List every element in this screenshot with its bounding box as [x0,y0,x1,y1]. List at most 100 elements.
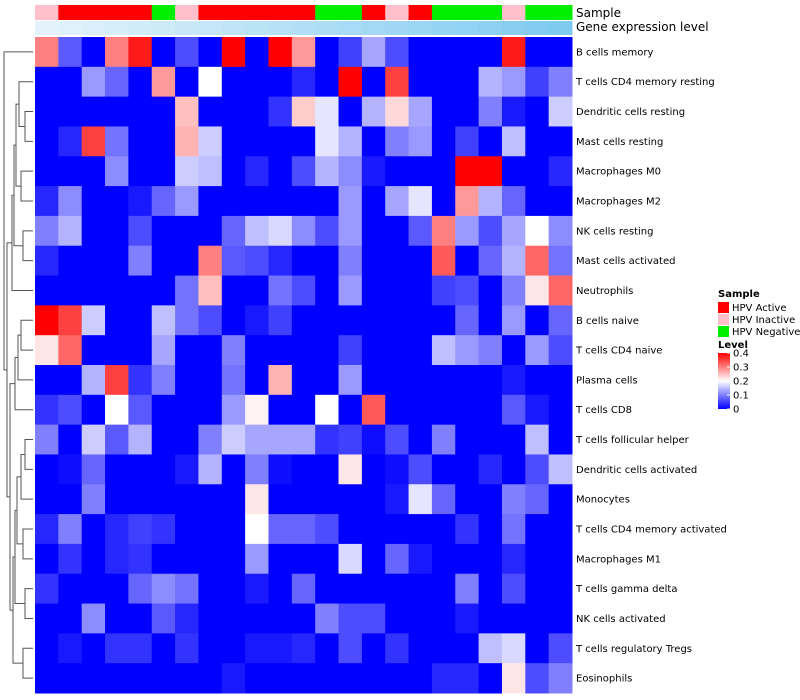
heatmap-cell [525,365,550,396]
row-label: T cells regulatory Tregs [575,644,692,655]
heatmap-cell [431,335,456,366]
heatmap-cell [105,215,129,247]
heatmap-cell [128,663,153,694]
heatmap-cell [361,633,386,664]
heatmap-cell [408,424,433,455]
heatmap-cell [501,66,526,98]
heatmap-cell [385,305,410,336]
heatmap-cell [198,96,223,127]
heatmap-cell [105,365,129,396]
heatmap-cell [478,603,503,634]
heatmap-cell [221,37,246,68]
heatmap-cell [81,573,106,605]
heatmap-cell [431,275,456,306]
heatmap-cell [385,663,410,694]
expression-annotation-cell [221,21,246,35]
heatmap-cell [175,126,199,157]
heatmap-cell [268,454,293,485]
heatmap-cell [245,484,269,515]
sample-annotation-cell [385,5,410,20]
heatmap-cell [361,126,386,157]
row-label: Eosinophils [576,674,632,685]
heatmap-cell [81,514,106,545]
heatmap-cell [408,96,433,127]
heatmap-cell [315,305,340,336]
row-label: B cells naive [576,316,639,327]
heatmap-cell [175,484,199,515]
heatmap-cell [58,394,83,426]
heatmap-cell [151,633,176,664]
heatmap-cell [105,633,129,664]
heatmap-cell [338,573,363,605]
heatmap-cell [175,365,199,396]
heatmap-cell [315,96,340,127]
heatmap-cell [58,156,83,187]
heatmap-cell [198,275,223,306]
heatmap-cell [198,156,223,187]
heatmap-cell [291,454,316,485]
heatmap-cell [198,126,223,157]
heatmap-cell [478,275,503,306]
heatmap-cell [221,245,246,277]
heatmap-cell [198,215,223,247]
expression-annotation-cell [268,21,293,35]
heatmap-cell [291,543,316,575]
heatmap-cell [175,245,199,277]
heatmap-cell [338,394,363,426]
heatmap-cell [198,543,223,575]
heatmap-cell [548,335,573,366]
legend-level-tick-label: 0.1 [733,391,749,402]
heatmap-cell [315,365,340,396]
heatmap-cell [385,484,410,515]
heatmap-cell [58,663,83,694]
heatmap-cell [431,663,456,694]
heatmap-cell [315,603,340,634]
heatmap-cell [35,305,59,336]
heatmap-cell [268,126,293,157]
heatmap-cell [361,603,386,634]
heatmap-cell [408,126,433,157]
heatmap-cell [268,37,293,68]
sample-annotation-cell [268,5,293,20]
heatmap-cell [105,156,129,187]
heatmap-cell [431,514,456,545]
heatmap-cell [431,543,456,575]
heatmap-cell [35,484,59,515]
heatmap-cell [198,37,223,68]
heatmap-cell [35,96,59,127]
heatmap-cell [35,543,59,575]
heatmap-cell [361,66,386,98]
legend-level-tick-label: 0.2 [733,377,749,388]
heatmap-cell [315,454,340,485]
heatmap-cell [455,156,480,187]
heatmap-cell [548,633,573,664]
heatmap-cell [245,543,269,575]
heatmap-cell [501,126,526,157]
heatmap-cell [361,424,386,455]
heatmap-cell [361,245,386,277]
heatmap-cell [431,573,456,605]
heatmap-cell [128,96,153,127]
heatmap-cell [105,514,129,545]
heatmap-cell [221,96,246,127]
heatmap-cell [478,215,503,247]
heatmap-cell [81,305,106,336]
heatmap-cell [128,186,153,217]
heatmap-cell [431,365,456,396]
heatmap-cell [128,543,153,575]
heatmap-cell [455,335,480,366]
heatmap-cell [128,335,153,366]
heatmap-cell [151,573,176,605]
heatmap-cell [501,663,526,694]
row-label: T cells CD4 memory resting [575,77,715,88]
heatmap-cell [455,573,480,605]
legend-sample-swatch [718,326,729,337]
heatmap-cell [525,335,550,366]
heatmap-cell [105,66,129,98]
heatmap-cell [175,66,199,98]
heatmap-cell [315,573,340,605]
heatmap-cell [175,156,199,187]
heatmap-cell [245,215,269,247]
heatmap-cell [105,484,129,515]
